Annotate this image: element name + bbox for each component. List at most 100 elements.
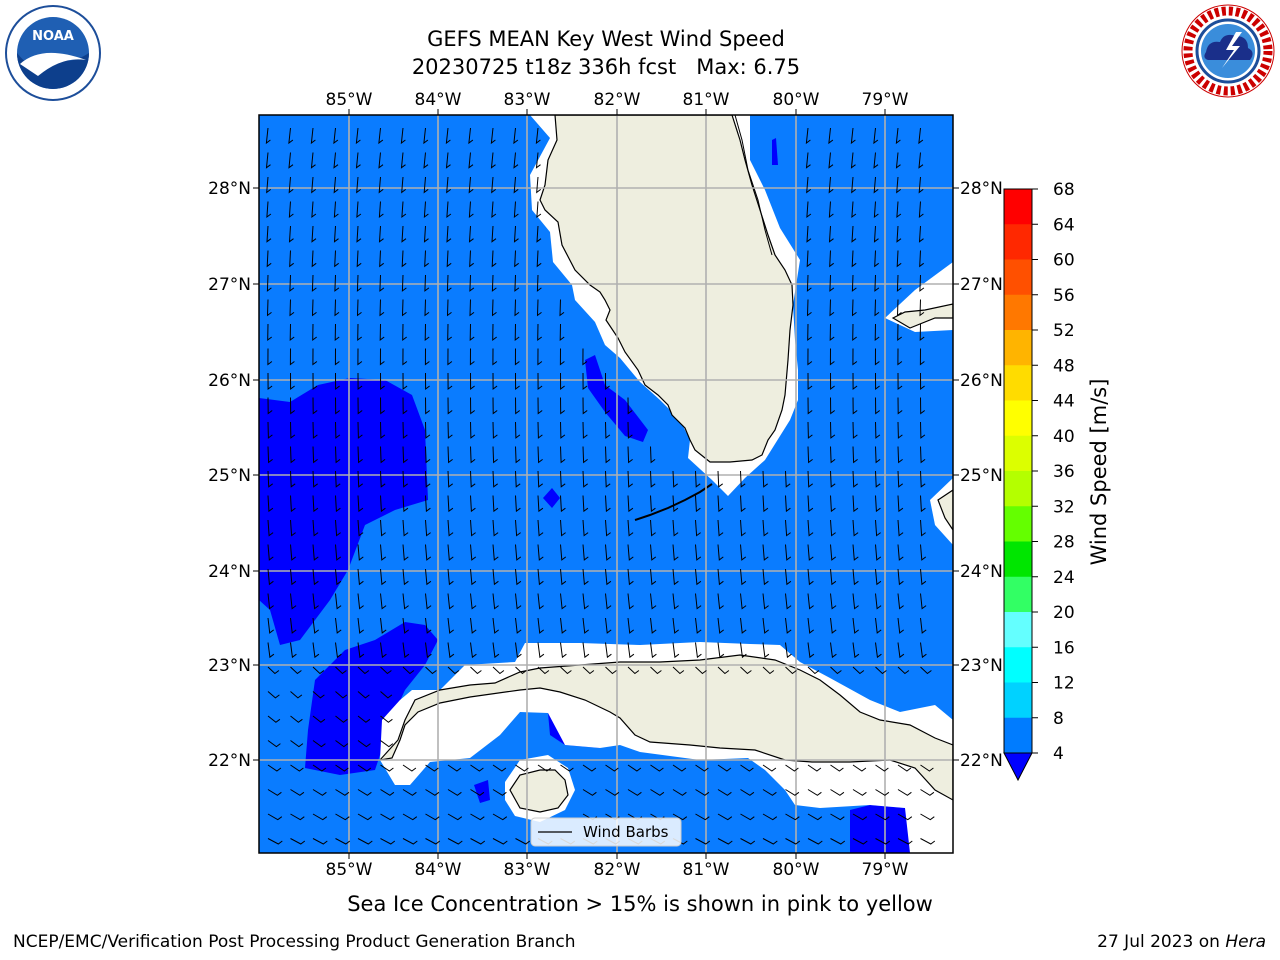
wind-barb bbox=[807, 568, 814, 586]
wind-barb bbox=[288, 201, 294, 219]
wind-barb bbox=[672, 789, 687, 796]
wind-barb bbox=[605, 372, 610, 390]
wind-barb bbox=[335, 691, 348, 699]
wind-barb bbox=[740, 789, 755, 796]
wind-barb bbox=[312, 715, 326, 723]
wind-barb bbox=[537, 470, 543, 488]
wind-barb bbox=[514, 274, 520, 292]
wind-barb bbox=[290, 617, 297, 634]
wind-barb bbox=[401, 274, 407, 292]
wind-barb bbox=[492, 495, 499, 513]
wind-barb bbox=[380, 691, 393, 699]
wind-barb bbox=[897, 813, 913, 821]
wind-barb bbox=[650, 617, 657, 634]
lon-label-bottom: 80°W bbox=[773, 860, 820, 880]
wind-barb bbox=[267, 446, 273, 464]
wind-barb bbox=[807, 372, 813, 390]
wind-barb bbox=[447, 372, 453, 390]
wind-barb bbox=[582, 372, 588, 390]
wind-barb bbox=[807, 397, 813, 415]
wind-barb bbox=[425, 838, 441, 845]
wind-barb bbox=[424, 250, 429, 268]
wind-barb bbox=[469, 299, 475, 317]
wind-barb bbox=[492, 446, 498, 464]
colorbar-tick-label: 4 bbox=[1053, 744, 1064, 764]
wind-barb bbox=[402, 642, 410, 659]
wind-barb bbox=[312, 666, 325, 675]
wind-barb bbox=[470, 593, 477, 610]
wind-barb bbox=[447, 666, 460, 675]
wind-barb bbox=[627, 568, 634, 586]
wind-barb bbox=[852, 789, 867, 796]
wind-barb bbox=[379, 299, 385, 317]
wind-barb bbox=[380, 421, 386, 439]
wind-barb bbox=[852, 568, 859, 586]
wind-barb bbox=[469, 250, 474, 268]
wind-barb bbox=[536, 176, 541, 194]
wind-barb bbox=[491, 299, 497, 317]
wind-barb bbox=[334, 323, 340, 342]
wind-barb bbox=[267, 323, 272, 342]
wind-barb bbox=[537, 348, 543, 366]
colorbar-band bbox=[1004, 400, 1032, 437]
wind-barb bbox=[605, 617, 612, 634]
wind-barb bbox=[896, 225, 902, 243]
wind-barb bbox=[333, 201, 339, 219]
wind-barb bbox=[447, 397, 453, 415]
wind-barb bbox=[445, 127, 451, 145]
wind-barb bbox=[851, 299, 857, 317]
wind-barb bbox=[267, 740, 281, 748]
wind-barb bbox=[672, 666, 685, 675]
wind-barb bbox=[515, 421, 521, 439]
wind-barb bbox=[828, 152, 834, 169]
wind-barb bbox=[650, 593, 657, 610]
wind-barb bbox=[357, 519, 364, 537]
wind-barb bbox=[289, 299, 295, 317]
wind-barb bbox=[785, 666, 797, 675]
wind-barb bbox=[672, 568, 679, 586]
wind-barb bbox=[401, 299, 407, 317]
wind-barb bbox=[446, 176, 451, 194]
colorbar-band bbox=[1004, 259, 1032, 296]
wind-barb bbox=[560, 495, 566, 513]
wind-barb bbox=[920, 568, 927, 586]
wind-barb bbox=[267, 642, 275, 659]
wind-barb bbox=[897, 519, 904, 537]
wind-barb bbox=[492, 372, 498, 390]
wind-barb bbox=[289, 348, 295, 366]
wind-barb bbox=[672, 495, 679, 513]
wind-barb bbox=[356, 274, 362, 292]
wind-barb bbox=[851, 201, 857, 219]
wind-barb bbox=[805, 152, 811, 169]
lon-label-top: 79°W bbox=[862, 90, 909, 110]
wind-barb bbox=[402, 348, 408, 366]
wind-barb bbox=[312, 764, 327, 772]
wind-barb bbox=[807, 519, 814, 537]
wind-barb bbox=[312, 838, 328, 845]
wind-barb bbox=[829, 274, 835, 292]
chart-title-line1: GEFS MEAN Key West Wind Speed bbox=[427, 27, 785, 51]
wind-barb bbox=[470, 789, 485, 796]
wind-barb bbox=[828, 176, 834, 194]
wind-barb bbox=[874, 250, 879, 268]
wind-barb bbox=[896, 274, 902, 292]
wind-barb bbox=[850, 152, 856, 169]
wind-barb bbox=[379, 348, 385, 366]
wind-barb bbox=[470, 544, 477, 561]
wind-barb bbox=[785, 544, 792, 561]
colorbar-tick-label: 28 bbox=[1053, 533, 1075, 553]
wind-barb bbox=[918, 152, 924, 169]
wind-barb bbox=[379, 323, 385, 342]
wind-barb bbox=[895, 152, 901, 169]
wind-barb bbox=[491, 225, 497, 243]
wind-barb bbox=[267, 838, 283, 845]
wind-barb bbox=[897, 495, 904, 513]
wind-barb bbox=[829, 348, 835, 366]
wind-barb bbox=[424, 299, 430, 317]
wind-barb bbox=[356, 201, 362, 219]
wind-barb bbox=[560, 446, 566, 464]
wind-barb bbox=[311, 176, 316, 194]
wind-barb bbox=[852, 617, 859, 634]
wind-barb bbox=[695, 764, 709, 772]
wind-barb bbox=[515, 568, 522, 586]
